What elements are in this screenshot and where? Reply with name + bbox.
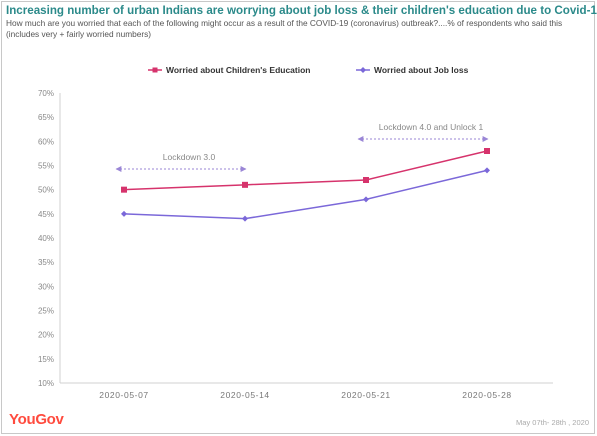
data-point [363,177,369,183]
y-tick-label: 45% [38,210,54,219]
date-range-note: May 07th- 28th , 2020 [516,418,589,427]
y-tick-label: 65% [38,113,54,122]
annotation-label: Lockdown 4.0 and Unlock 1 [379,122,484,132]
chart-title: Increasing number of urban Indians are w… [6,4,597,17]
data-point [121,210,127,217]
x-tick-label: 2020-05-14 [220,390,269,400]
y-tick-label: 30% [38,282,54,291]
y-tick-label: 25% [38,307,54,316]
y-tick-label: 55% [38,162,54,171]
data-point [121,186,127,193]
data-point [242,181,248,188]
legend-label: Worried about Children's Education [166,65,310,75]
data-point [363,196,369,203]
x-tick-label: 2020-05-21 [341,390,390,400]
chart-subtitle: How much are you worried that each of th… [6,18,563,39]
legend-swatch-marker [152,67,158,73]
legend-swatch-marker [360,67,366,73]
series-line [123,150,488,191]
y-tick-label: 70% [38,89,54,98]
annotation-label: Lockdown 3.0 [163,152,216,162]
y-tick-label: 40% [38,234,54,243]
y-tick-label: 20% [38,331,54,340]
x-tick-label: 2020-05-07 [99,390,148,400]
data-point [484,167,490,174]
y-tick-label: 35% [38,258,54,267]
data-point [242,215,248,222]
y-tick-label: 15% [38,355,54,364]
legend-label: Worried about Job loss [374,65,469,75]
y-tick-label: 50% [38,186,54,195]
yougov-logo: YouGov [9,411,64,428]
y-tick-label: 60% [38,137,54,146]
data-point [484,148,490,154]
series-line [123,169,488,220]
y-tick-label: 10% [38,379,54,388]
x-tick-label: 2020-05-28 [462,390,511,400]
